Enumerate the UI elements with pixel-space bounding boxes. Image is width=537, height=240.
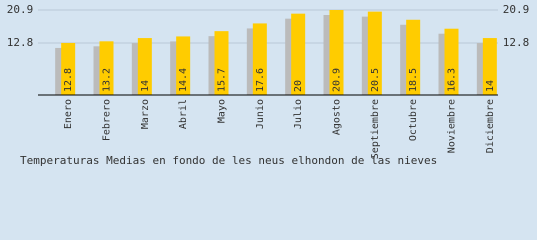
x-tick-label: Diciembre bbox=[485, 99, 496, 153]
x-tick-label: Enero bbox=[63, 99, 74, 129]
value-label: 12.8 bbox=[63, 68, 74, 92]
bar bbox=[444, 28, 459, 96]
chart: Temperaturas Medias en fondo de les neus… bbox=[6, 3, 530, 167]
bar bbox=[329, 10, 344, 95]
bar bbox=[252, 23, 267, 96]
x-tick-label: Junio bbox=[255, 99, 266, 129]
x-tick-label: Mayo bbox=[217, 99, 228, 123]
y-tick-label: 12.8 bbox=[7, 36, 34, 49]
bar bbox=[61, 42, 76, 95]
x-tick-label: Noviembre bbox=[447, 99, 458, 153]
value-label: 17.6 bbox=[255, 68, 266, 92]
chart-title: Temperaturas Medias en fondo de les neus… bbox=[20, 154, 437, 167]
y-tick-label-right: 12.8 bbox=[503, 36, 530, 49]
x-tick-label: Julio bbox=[293, 99, 304, 129]
bar bbox=[482, 38, 497, 95]
x-tick-label: Octubre bbox=[408, 99, 419, 141]
x-tick-label: Septiembre bbox=[370, 99, 381, 159]
value-label: 20.5 bbox=[370, 68, 381, 92]
value-label: 16.3 bbox=[447, 68, 458, 92]
x-tick-label: Agosto bbox=[332, 99, 343, 135]
bar bbox=[214, 31, 229, 96]
bar bbox=[367, 11, 382, 96]
bar bbox=[99, 41, 114, 95]
value-label: 14 bbox=[140, 80, 151, 92]
value-label: 20.9 bbox=[332, 68, 343, 92]
y-tick-label-right: 20.9 bbox=[503, 3, 530, 16]
value-label: 14 bbox=[485, 80, 496, 92]
value-label: 20 bbox=[293, 80, 304, 92]
x-tick-label: Marzo bbox=[140, 99, 151, 129]
x-tick-label: Abril bbox=[178, 99, 189, 129]
bar bbox=[176, 36, 191, 95]
value-label: 14.4 bbox=[178, 68, 189, 92]
bar bbox=[137, 38, 152, 95]
value-label: 18.5 bbox=[408, 68, 419, 92]
value-label: 13.2 bbox=[102, 68, 113, 92]
value-label: 15.7 bbox=[217, 68, 228, 92]
x-tick-label: Febrero bbox=[102, 99, 113, 141]
y-tick-label: 20.9 bbox=[7, 3, 34, 16]
bar bbox=[406, 19, 421, 95]
bar bbox=[291, 13, 306, 96]
